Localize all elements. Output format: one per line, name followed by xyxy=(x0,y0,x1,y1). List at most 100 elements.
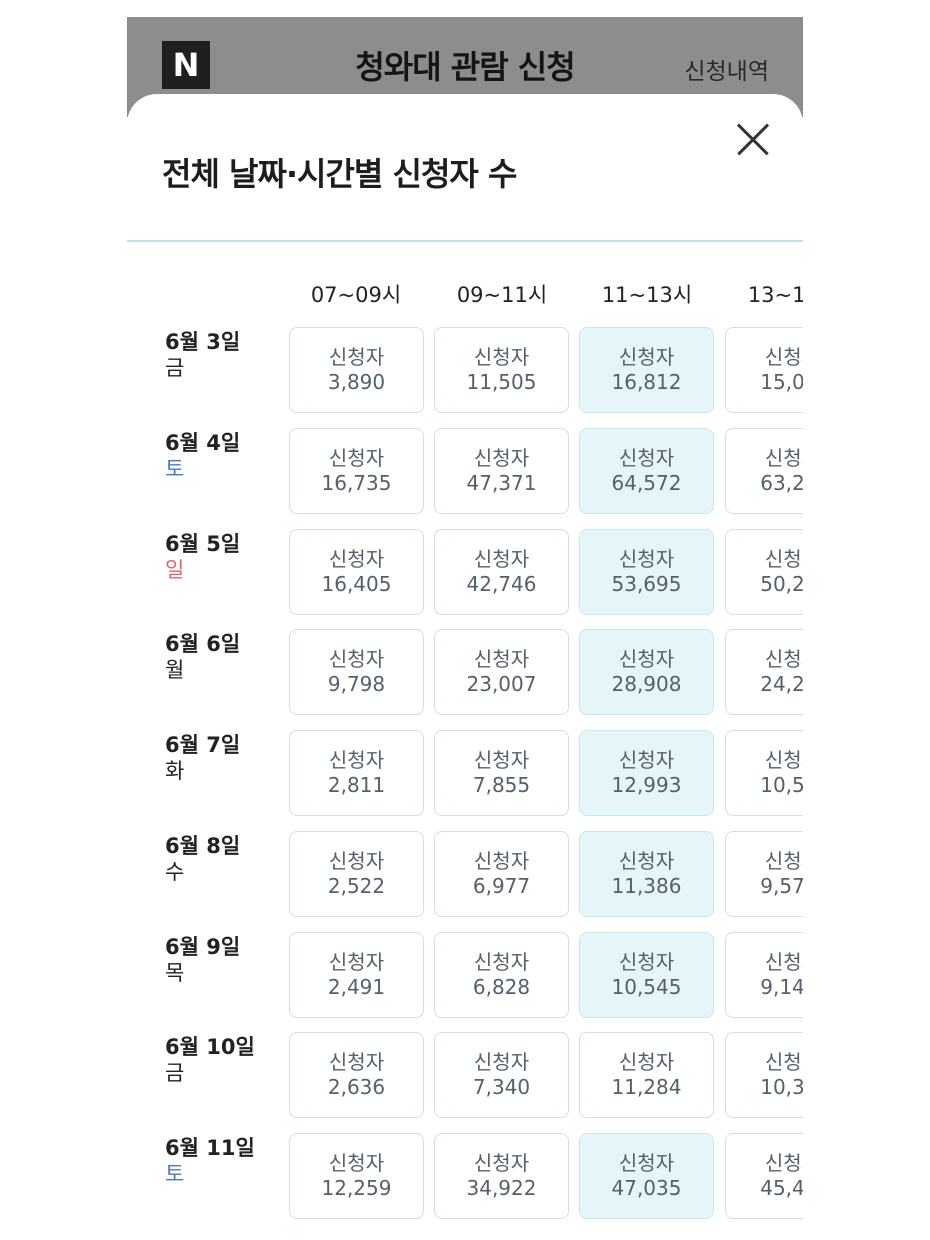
applicant-cell[interactable]: 신청자 6,977 xyxy=(434,831,569,917)
applicant-cell[interactable]: 신청자 11,284 xyxy=(579,1032,714,1118)
applicant-count: 45,4… xyxy=(760,1176,803,1200)
applicant-cell[interactable]: 신청자63,2… xyxy=(725,428,803,514)
cell-label: 신청자 xyxy=(618,1151,675,1175)
cell-label: 신청자 xyxy=(618,647,675,671)
applicant-cell[interactable]: 신청자 2,636 xyxy=(289,1032,424,1118)
cell-label: 신청자 xyxy=(618,345,675,369)
cell-label: 신청자 xyxy=(473,748,530,772)
applicant-cell[interactable]: 신청자 16,812 xyxy=(579,327,714,413)
applicant-cell[interactable]: 신청자15,0… xyxy=(725,327,803,413)
applicant-count: 47,371 xyxy=(466,471,537,495)
applicant-cell[interactable]: 신청자 34,922 xyxy=(434,1133,569,1219)
cell-label: 신청자 xyxy=(473,1050,530,1074)
applicant-cell[interactable]: 신청자 42,746 xyxy=(434,529,569,615)
applicant-cell[interactable]: 신청자 7,855 xyxy=(434,730,569,816)
applicant-count: 2,636 xyxy=(327,1075,386,1099)
cell-label: 신청자 xyxy=(473,547,530,571)
cell-label: 신청자 xyxy=(764,950,803,974)
applicant-count: 34,922 xyxy=(466,1176,537,1200)
applicant-count: 6,977 xyxy=(472,874,531,898)
cell-label: 신청자 xyxy=(618,849,675,873)
weekday-label: 일 xyxy=(165,558,185,582)
applicant-count: 2,491 xyxy=(327,975,386,999)
applicant-cell[interactable]: 신청자 28,908 xyxy=(579,629,714,715)
applicant-count: 12,259 xyxy=(321,1176,392,1200)
cell-label: 신청자 xyxy=(618,950,675,974)
applicant-cell[interactable]: 신청자24,2… xyxy=(725,629,803,715)
applicant-cell[interactable]: 신청자 64,572 xyxy=(579,428,714,514)
applicant-count: 50,2… xyxy=(760,572,803,596)
applicant-cell[interactable]: 신청자 2,522 xyxy=(289,831,424,917)
sheet-title: 전체 날짜·시간별 신청자 수 xyxy=(162,155,517,193)
applicant-count: 7,855 xyxy=(472,773,531,797)
applicant-count: 47,035 xyxy=(611,1176,682,1200)
date-row: 6월 3일금신청자3,890신청자11,505신청자16,812신청자15,0… xyxy=(127,327,803,415)
applicant-count: 15,0… xyxy=(760,370,803,394)
applicant-cell[interactable]: 신청자 12,993 xyxy=(579,730,714,816)
weekday-label: 토 xyxy=(165,1162,185,1186)
date-row: 6월 9일목신청자2,491신청자6,828신청자10,545신청자9,14… xyxy=(127,932,803,1020)
applicant-cell[interactable]: 신청자 3,890 xyxy=(289,327,424,413)
col-header: 13~15시 xyxy=(747,283,803,307)
applicant-cell[interactable]: 신청자 6,828 xyxy=(434,932,569,1018)
applicant-cell[interactable]: 신청자45,4… xyxy=(725,1133,803,1219)
cell-label: 신청자 xyxy=(328,345,385,369)
applicant-cell[interactable]: 신청자 11,386 xyxy=(579,831,714,917)
cell-label: 신청자 xyxy=(764,1151,803,1175)
applicant-cell[interactable]: 신청자50,2… xyxy=(725,529,803,615)
applicant-cell[interactable]: 신청자 12,259 xyxy=(289,1133,424,1219)
applicant-cell[interactable]: 신청자10,5… xyxy=(725,730,803,816)
divider xyxy=(127,240,803,242)
naver-logo[interactable]: N xyxy=(162,41,210,89)
cell-label: 신청자 xyxy=(764,849,803,873)
applicant-cell[interactable]: 신청자9,57… xyxy=(725,831,803,917)
applicant-cell[interactable]: 신청자 9,798 xyxy=(289,629,424,715)
applicant-cell[interactable]: 신청자 10,545 xyxy=(579,932,714,1018)
cell-label: 신청자 xyxy=(764,345,803,369)
applicant-count: 42,746 xyxy=(466,572,537,596)
applicant-count: 9,14… xyxy=(760,975,803,999)
cell-label: 신청자 xyxy=(764,748,803,772)
applicant-count: 63,2… xyxy=(760,471,803,495)
applicant-count: 16,735 xyxy=(321,471,392,495)
time-slot-headers: 07~09시 09~11시 11~13시 13~15시 xyxy=(127,279,803,319)
applicant-cell[interactable]: 신청자 23,007 xyxy=(434,629,569,715)
applicant-count: 16,812 xyxy=(611,370,682,394)
cell-label: 신청자 xyxy=(618,1050,675,1074)
applicant-cell[interactable]: 신청자 7,340 xyxy=(434,1032,569,1118)
applicant-cell[interactable]: 신청자 11,505 xyxy=(434,327,569,413)
applicant-count: 16,405 xyxy=(321,572,392,596)
cell-label: 신청자 xyxy=(473,950,530,974)
applicant-cell[interactable]: 신청자10,3… xyxy=(725,1032,803,1118)
cell-label: 신청자 xyxy=(328,446,385,470)
applicant-count: 23,007 xyxy=(466,672,537,696)
applicant-cell[interactable]: 신청자 53,695 xyxy=(579,529,714,615)
date-row: 6월 6일월신청자9,798신청자23,007신청자28,908신청자24,2… xyxy=(127,629,803,717)
date-row: 6월 4일토신청자16,735신청자47,371신청자64,572신청자63,2… xyxy=(127,428,803,516)
applicant-count: 24,2… xyxy=(760,672,803,696)
cell-label: 신청자 xyxy=(618,547,675,571)
cell-label: 신청자 xyxy=(473,345,530,369)
history-link[interactable]: 신청내역 xyxy=(684,59,769,85)
cell-label: 신청자 xyxy=(618,446,675,470)
applicant-count: 28,908 xyxy=(611,672,682,696)
date-row: 6월 11일토신청자12,259신청자34,922신청자47,035신청자45,… xyxy=(127,1133,803,1221)
applicant-cell[interactable]: 신청자 16,405 xyxy=(289,529,424,615)
applicant-cell[interactable]: 신청자 47,035 xyxy=(579,1133,714,1219)
applicant-cell[interactable]: 신청자 2,491 xyxy=(289,932,424,1018)
date-label: 6월 8일 xyxy=(165,834,241,858)
applicant-cell[interactable]: 신청자 16,735 xyxy=(289,428,424,514)
date-label: 6월 9일 xyxy=(165,935,241,959)
date-row: 6월 8일수신청자2,522신청자6,977신청자11,386신청자9,57… xyxy=(127,831,803,919)
weekday-label: 수 xyxy=(165,860,185,884)
applicant-count: 11,386 xyxy=(611,874,682,898)
applicant-cell[interactable]: 신청자9,14… xyxy=(725,932,803,1018)
weekday-label: 월 xyxy=(165,658,185,682)
close-icon[interactable] xyxy=(735,121,771,157)
date-label: 6월 7일 xyxy=(165,733,241,757)
applicant-cell[interactable]: 신청자 47,371 xyxy=(434,428,569,514)
applicant-count: 6,828 xyxy=(472,975,531,999)
weekday-label: 금 xyxy=(165,356,185,380)
applicant-cell[interactable]: 신청자 2,811 xyxy=(289,730,424,816)
applicant-count: 7,340 xyxy=(472,1075,531,1099)
